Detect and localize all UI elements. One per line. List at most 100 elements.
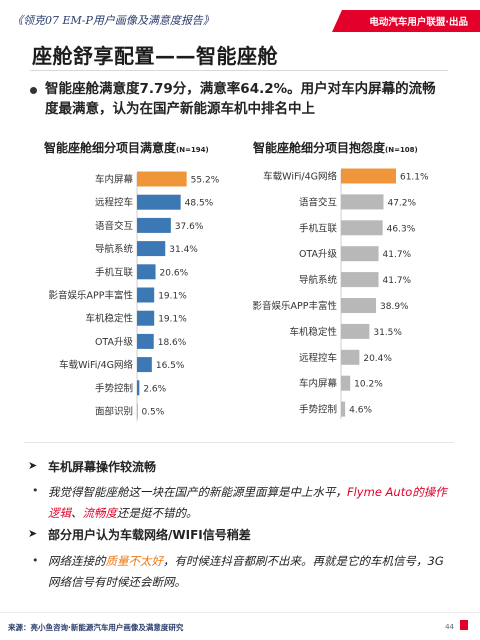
section1-quote: 我觉得智能座舱这一块在国产的新能源里面算是中上水平，Flyme Auto的操作逻… [48, 482, 448, 524]
page-title: 座舱舒享配置——智能座舱 [32, 44, 278, 68]
quote-bullet-icon: • [32, 554, 39, 567]
complaint-value-label: 41.7% [383, 250, 412, 260]
complaint-bar [341, 246, 379, 262]
complaint-category-label: 远程控车 [299, 352, 337, 364]
satisfaction-bar [137, 241, 166, 257]
section2-heading: 部分用户认为车载网络/WIFI信号稍差 [48, 528, 251, 542]
satisfaction-value-label: 18.6% [158, 338, 187, 348]
complaint-chart-title-text: 智能座舱细分项目抱怨度 [253, 141, 386, 155]
satisfaction-value-label: 20.6% [160, 268, 189, 278]
satisfaction-category-label: 车载WiFi/4G网络 [59, 359, 133, 371]
brand-label: 电动汽车用户联盟·出品 [369, 17, 468, 28]
satisfaction-category-label: 导航系统 [95, 243, 134, 255]
satisfaction-bar [137, 333, 154, 349]
complaint-chart-title: 智能座舱细分项目抱怨度(N=108) [253, 139, 418, 156]
satisfaction-category-label: 手机互联 [95, 266, 134, 278]
satisfaction-bar [137, 217, 171, 233]
complaint-bar [341, 220, 383, 236]
satisfaction-chart-title-text: 智能座舱细分项目满意度 [44, 141, 177, 155]
complaint-category-label: 车内屏幕 [299, 378, 338, 390]
page-number: 44 [445, 623, 454, 631]
satisfaction-bar [137, 264, 156, 280]
bullet-dot-icon [30, 87, 37, 94]
complaint-category-label: 车机稳定性 [289, 326, 337, 338]
complaint-category-label: 手机互联 [299, 222, 338, 234]
satisfaction-category-label: 手势控制 [95, 382, 133, 394]
chevron-right-icon: ➤ [28, 459, 38, 472]
satisfaction-category-label: 语音交互 [95, 220, 134, 232]
section1-quote-end: 还是挺不错的。 [117, 506, 198, 520]
satisfaction-value-label: 19.1% [158, 292, 187, 302]
summary-text: 智能座舱满意度7.79分，满意率64.2%。用户对车内屏幕的流畅度最满意，认为在… [45, 81, 436, 117]
satisfaction-chart-title: 智能座舱细分项目满意度(N=194) [44, 139, 209, 156]
satisfaction-bar [137, 171, 187, 187]
satisfaction-category-label: 面部识别 [95, 406, 133, 418]
complaint-bar [341, 375, 351, 391]
satisfaction-chart: 车内屏幕 55.2% 远程控车 48.5% 语音交互 37.6% 导航系统 31.4% 手机互联… [49, 168, 429, 421]
complaint-category-label: 影音娱乐APP丰富性 [253, 300, 338, 312]
section2-highlight-quality: 质量不太好 [105, 554, 164, 568]
satisfaction-bar [137, 380, 140, 396]
satisfaction-sample-size: (N=194) [176, 146, 209, 154]
section1-quote-text: 我觉得智能座舱这一块在国产的新能源里面算是中上水平， [48, 485, 347, 499]
complaint-value-label: 38.9% [380, 302, 409, 312]
satisfaction-category-label: OTA升级 [95, 336, 134, 348]
satisfaction-value-label: 19.1% [158, 315, 187, 325]
satisfaction-bar [137, 310, 155, 326]
complaint-bar [341, 298, 377, 313]
report-header: 《领克07 EM-P用户画像及满意度报告》 电动汽车用户联盟·出品 [0, 0, 480, 38]
report-title: 《领克07 EM-P用户画像及满意度报告》 [12, 14, 214, 27]
section-divider [24, 442, 454, 443]
footer-divider [0, 612, 480, 613]
complaint-value-label: 61.1% [400, 173, 429, 183]
brand-banner [332, 10, 480, 32]
section1-quote-sep: 、 [71, 506, 83, 520]
complaint-sample-size: (N=108) [385, 146, 418, 154]
satisfaction-category-label: 影音娱乐APP丰富性 [49, 290, 134, 302]
complaint-category-label: 导航系统 [299, 274, 338, 286]
complaint-bar [341, 272, 379, 288]
complaint-chart-plot: 车载WiFi/4G网络 61.1% 语音交互 47.2% 手机互联 46.3% OTA升级 4… [253, 168, 429, 420]
section1-highlight-logic: Flyme Auto的操作逻辑 [48, 485, 447, 520]
complaint-value-label: 31.5% [373, 328, 402, 338]
complaint-bar [341, 401, 346, 417]
satisfaction-bar [137, 357, 152, 373]
complaint-bar [341, 168, 396, 184]
satisfaction-value-label: 2.6% [143, 384, 166, 394]
complaint-category-label: 车载WiFi/4G网络 [263, 171, 337, 183]
satisfaction-value-label: 0.5% [141, 408, 164, 418]
chevron-right-icon: ➤ [28, 527, 38, 540]
section2-quote: 网络连接的质量不太好，有时候连抖音都刷不出来。再就是它的车机信号，3G网络信号有… [48, 551, 448, 593]
satisfaction-bar [137, 194, 181, 210]
quote-bullet-icon: • [32, 484, 39, 497]
section1-heading: 车机屏幕操作较流畅 [48, 460, 157, 474]
complaint-category-label: 手势控制 [299, 404, 337, 416]
satisfaction-value-label: 48.5% [185, 199, 214, 209]
satisfaction-bar [137, 287, 155, 303]
complaint-category-label: OTA升级 [299, 248, 338, 260]
satisfaction-value-label: 16.5% [156, 361, 185, 371]
satisfaction-category-label: 车内屏幕 [95, 174, 134, 186]
complaint-category-label: 语音交互 [299, 196, 338, 208]
satisfaction-category-label: 远程控车 [95, 197, 133, 209]
complaint-value-label: 4.6% [349, 406, 372, 416]
complaint-value-label: 20.4% [363, 354, 392, 364]
section2-quote-end: ，有时候连抖音都刷不出来。再就是它的车机信号，3G网络信号有时候还会断网。 [48, 554, 444, 589]
page-corner-mark [460, 620, 468, 630]
satisfaction-chart-plot: 车内屏幕 55.2% 远程控车 48.5% 语音交互 37.6% 导航系统 31.4% 手机互联… [49, 171, 220, 421]
complaint-value-label: 46.3% [387, 224, 416, 234]
title-divider [30, 70, 448, 71]
complaint-bar [341, 349, 360, 365]
complaint-value-label: 41.7% [383, 276, 412, 286]
complaint-value-label: 10.2% [354, 380, 383, 390]
satisfaction-category-label: 车机稳定性 [85, 313, 133, 325]
source-note: 来源：亮小鱼咨询·新能源汽车用户画像及满意度研究 [8, 623, 184, 632]
satisfaction-value-label: 55.2% [191, 176, 220, 186]
satisfaction-value-label: 37.6% [175, 222, 204, 232]
satisfaction-value-label: 31.4% [169, 245, 198, 255]
section1-highlight-fluency: 流畅度 [82, 506, 118, 520]
section2-quote-text: 网络连接的 [48, 554, 106, 568]
complaint-bar [341, 194, 384, 210]
complaint-value-label: 47.2% [387, 198, 416, 208]
complaint-bar [341, 323, 370, 339]
